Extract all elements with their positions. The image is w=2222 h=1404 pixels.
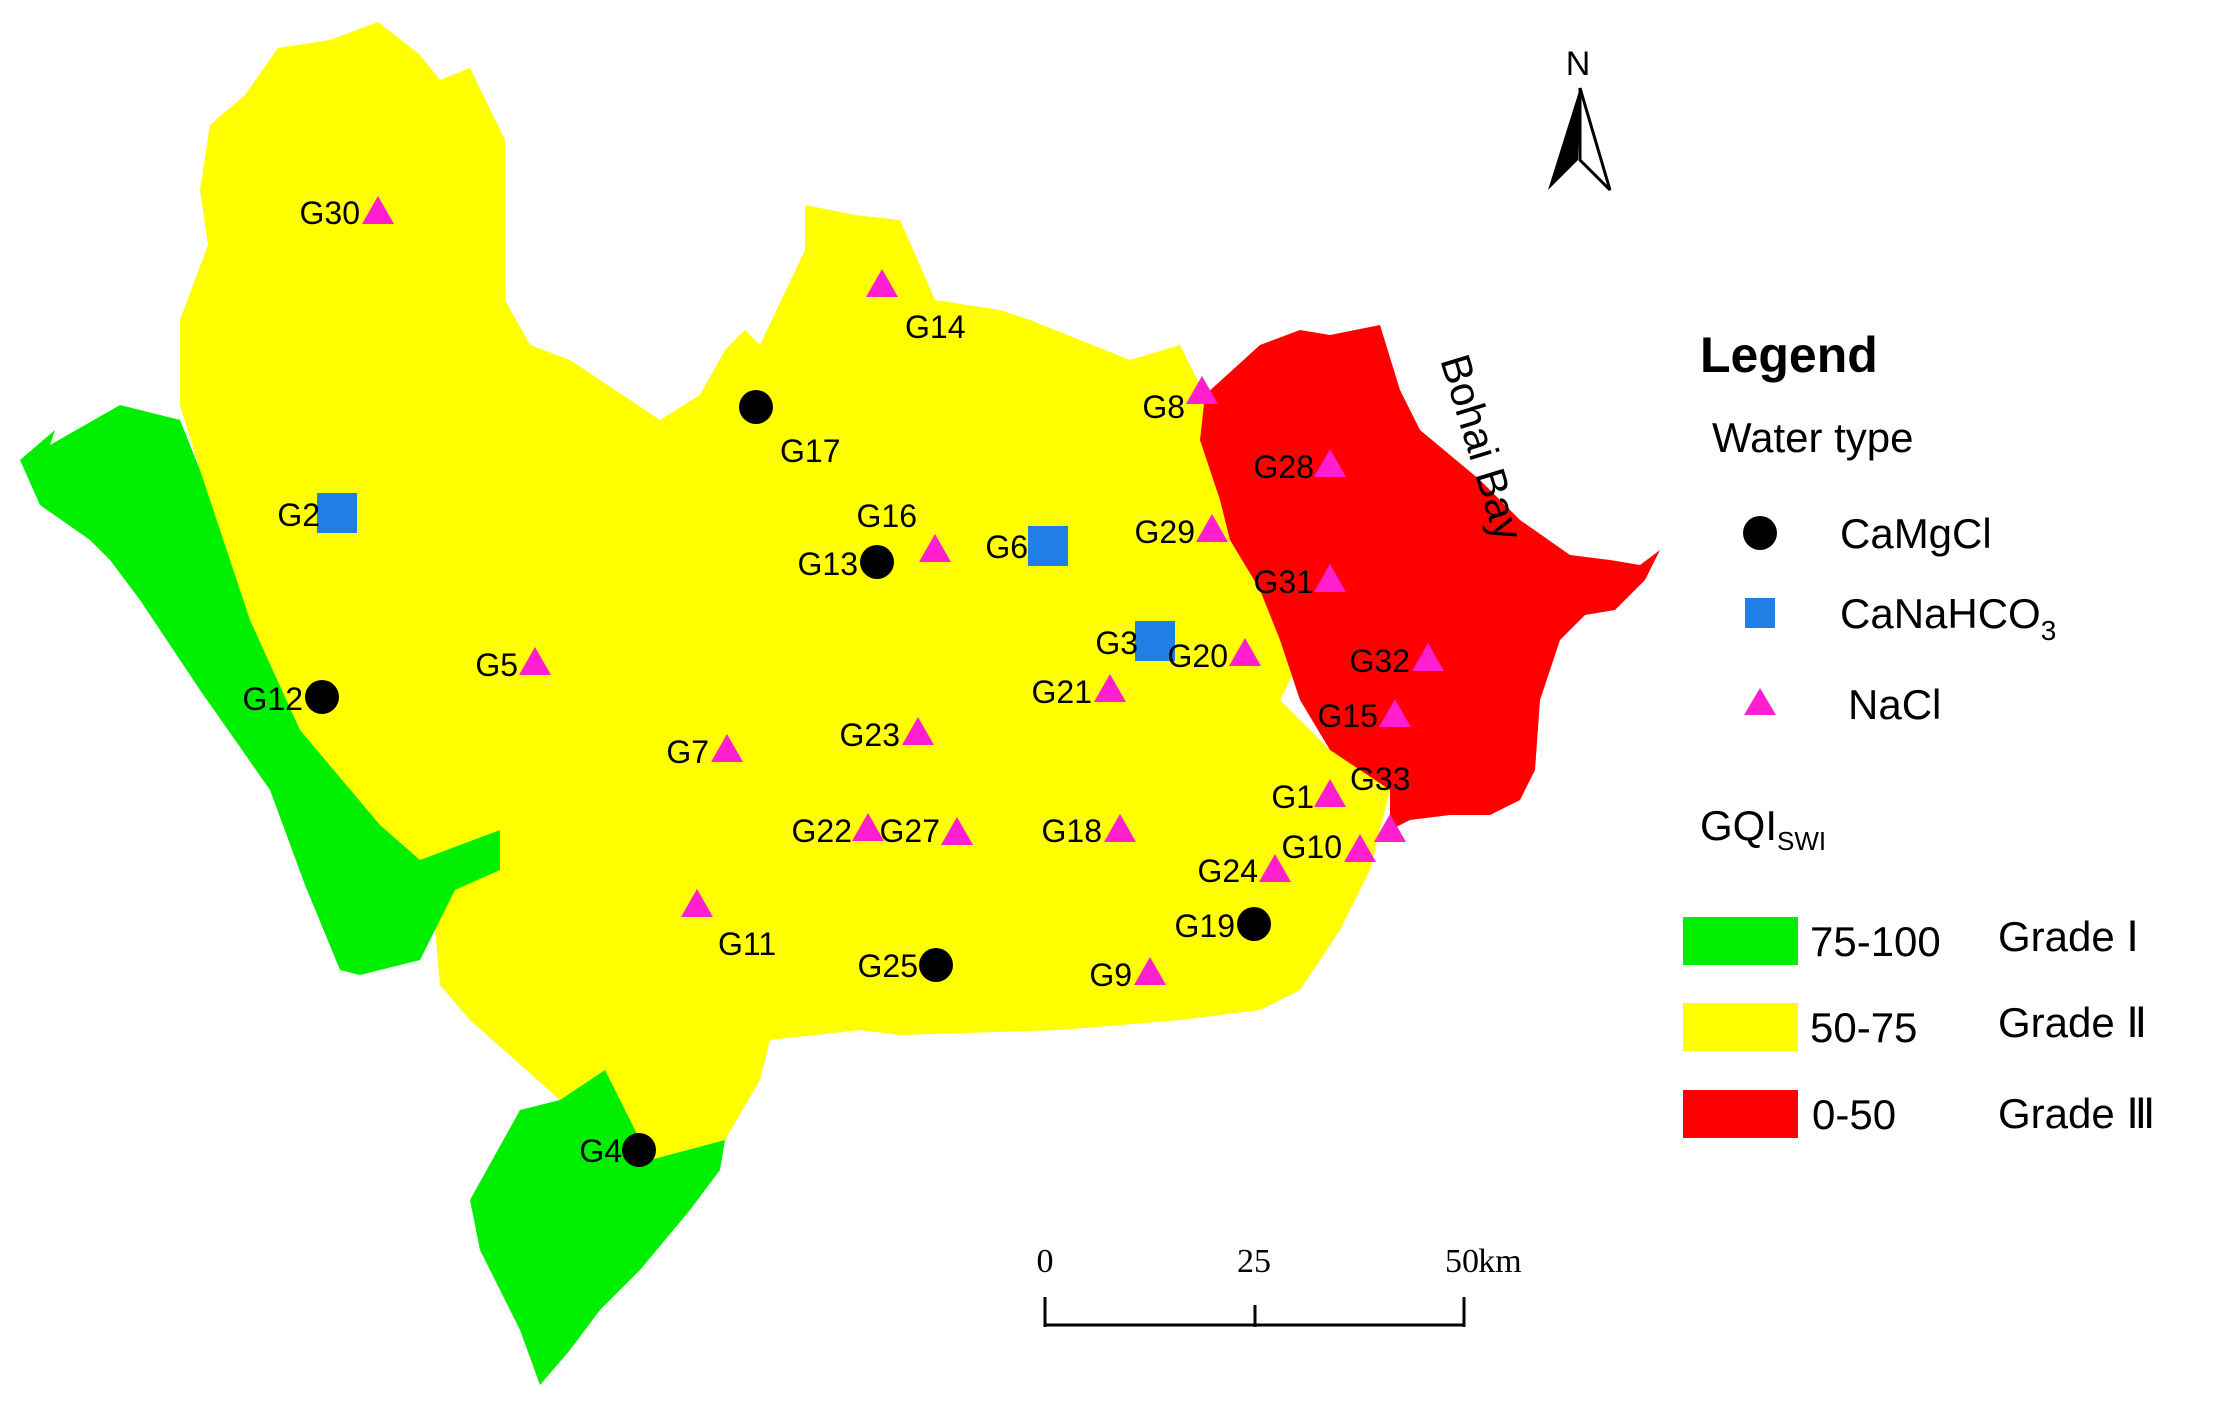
site-marker-g23 bbox=[902, 717, 934, 745]
site-label-g1: G1 bbox=[1271, 779, 1314, 815]
legend-canahco3-label: CaNaHCO3 bbox=[1840, 590, 2056, 646]
site-label-g23: G23 bbox=[840, 717, 900, 753]
site-marker-g32 bbox=[1412, 643, 1444, 671]
grade-i-region-west bbox=[20, 405, 500, 975]
site-label-g5: G5 bbox=[475, 647, 518, 683]
grade-iii-swatch bbox=[1683, 1090, 1798, 1138]
site-label-g19: G19 bbox=[1175, 908, 1235, 944]
site-marker-g1 bbox=[1314, 779, 1346, 807]
grade-i-label: Grade Ⅰ bbox=[1998, 913, 2139, 960]
site-marker-g19 bbox=[1237, 907, 1271, 941]
site-label-g3: G3 bbox=[1095, 625, 1138, 661]
water-type-title: Water type bbox=[1712, 414, 1914, 461]
site-label-g12: G12 bbox=[243, 681, 303, 717]
site-label-g18: G18 bbox=[1042, 813, 1102, 849]
grade-iii-range: 0-50 bbox=[1812, 1091, 1896, 1138]
site-marker-g31 bbox=[1314, 564, 1346, 592]
site-marker-g5 bbox=[519, 647, 551, 675]
site-marker-g12 bbox=[305, 680, 339, 714]
site-label-g25: G25 bbox=[858, 948, 918, 984]
legend: Legend Water type CaMgCl CaNaHCO3 NaCl G… bbox=[1683, 327, 2155, 1138]
grade-iii-region bbox=[1200, 325, 1660, 830]
site-marker-g18 bbox=[1104, 814, 1136, 842]
site-marker-g16 bbox=[919, 534, 951, 562]
legend-title: Legend bbox=[1700, 327, 1878, 383]
north-arrow: N bbox=[1548, 45, 1612, 192]
legend-nacl-label: NaCl bbox=[1848, 681, 1941, 728]
site-label-g31: G31 bbox=[1254, 564, 1314, 600]
scale-tick-50: 50 bbox=[1445, 1243, 1479, 1280]
site-label-g14: G14 bbox=[905, 309, 965, 345]
scale-bar: 0 25 50 km bbox=[1037, 1243, 1522, 1327]
site-label-g2: G2 bbox=[277, 497, 320, 533]
scale-tick-25: 25 bbox=[1237, 1243, 1271, 1280]
site-label-g27: G27 bbox=[880, 813, 940, 849]
site-marker-g3 bbox=[1135, 621, 1175, 661]
site-marker-g8 bbox=[1186, 376, 1218, 404]
site-marker-g11 bbox=[681, 889, 713, 917]
site-marker-g30 bbox=[362, 196, 394, 224]
site-label-g4: G4 bbox=[579, 1133, 622, 1169]
scale-unit: km bbox=[1478, 1243, 1521, 1280]
legend-nacl-symbol bbox=[1744, 688, 1776, 715]
site-marker-g17 bbox=[739, 390, 773, 424]
site-marker-g33 bbox=[1374, 814, 1406, 842]
site-marker-g2 bbox=[317, 493, 357, 533]
site-marker-g14 bbox=[866, 269, 898, 297]
sites-layer: G30 G14 G17 G8 G28 G2 G16 G13 G6 G29 G31 G3 G20 G32 G5… bbox=[243, 195, 1444, 1169]
site-marker-g15 bbox=[1379, 699, 1411, 727]
site-marker-g28 bbox=[1314, 449, 1346, 477]
site-label-g10: G10 bbox=[1282, 829, 1342, 865]
gqi-title: GQISWI bbox=[1700, 802, 1826, 856]
site-marker-g21 bbox=[1094, 674, 1126, 702]
site-marker-g13 bbox=[860, 545, 894, 579]
legend-camgcl-label: CaMgCl bbox=[1840, 510, 1992, 557]
site-label-g16: G16 bbox=[857, 498, 917, 534]
site-marker-g22 bbox=[852, 813, 884, 841]
site-marker-g10 bbox=[1344, 834, 1376, 862]
grade-i-range: 75-100 bbox=[1810, 918, 1941, 965]
site-label-g21: G21 bbox=[1032, 674, 1092, 710]
site-label-g30: G30 bbox=[300, 195, 360, 231]
site-label-g13: G13 bbox=[798, 546, 858, 582]
site-label-g22: G22 bbox=[792, 813, 852, 849]
scale-tick-0: 0 bbox=[1037, 1243, 1054, 1280]
site-marker-g9 bbox=[1134, 957, 1166, 985]
site-marker-g6 bbox=[1028, 526, 1068, 566]
site-label-g8: G8 bbox=[1142, 389, 1185, 425]
site-label-g28: G28 bbox=[1254, 449, 1314, 485]
grade-ii-label: Grade Ⅱ bbox=[1998, 999, 2147, 1046]
legend-camgcl-symbol bbox=[1743, 516, 1777, 550]
site-label-g17: G17 bbox=[780, 433, 840, 469]
grade-i-region-south bbox=[470, 1070, 725, 1385]
grade-iii-label: Grade Ⅲ bbox=[1998, 1090, 2155, 1137]
site-marker-g27 bbox=[941, 817, 973, 845]
site-marker-g24 bbox=[1259, 854, 1291, 882]
grade-i-swatch bbox=[1683, 917, 1798, 965]
site-label-g9: G9 bbox=[1089, 957, 1132, 993]
site-marker-g7 bbox=[711, 734, 743, 762]
site-label-g20: G20 bbox=[1168, 638, 1228, 674]
site-label-g24: G24 bbox=[1198, 853, 1258, 889]
site-marker-g25 bbox=[919, 948, 953, 982]
site-marker-g4 bbox=[622, 1133, 656, 1167]
north-label: N bbox=[1566, 45, 1591, 83]
site-label-g15: G15 bbox=[1318, 698, 1378, 734]
site-label-g7: G7 bbox=[666, 734, 709, 770]
grade-ii-region bbox=[180, 22, 1390, 1160]
legend-canahco3-symbol bbox=[1745, 598, 1775, 628]
site-marker-g20 bbox=[1229, 638, 1261, 666]
site-label-g29: G29 bbox=[1135, 514, 1195, 550]
site-label-g33: G33 bbox=[1350, 761, 1410, 797]
grade-ii-range: 50-75 bbox=[1810, 1004, 1917, 1051]
site-label-g32: G32 bbox=[1350, 643, 1410, 679]
site-marker-g29 bbox=[1196, 514, 1228, 542]
site-label-g11: G11 bbox=[718, 926, 776, 962]
site-label-g6: G6 bbox=[985, 529, 1028, 565]
grade-ii-swatch bbox=[1683, 1003, 1798, 1051]
north-arrow-icon bbox=[1548, 88, 1580, 190]
